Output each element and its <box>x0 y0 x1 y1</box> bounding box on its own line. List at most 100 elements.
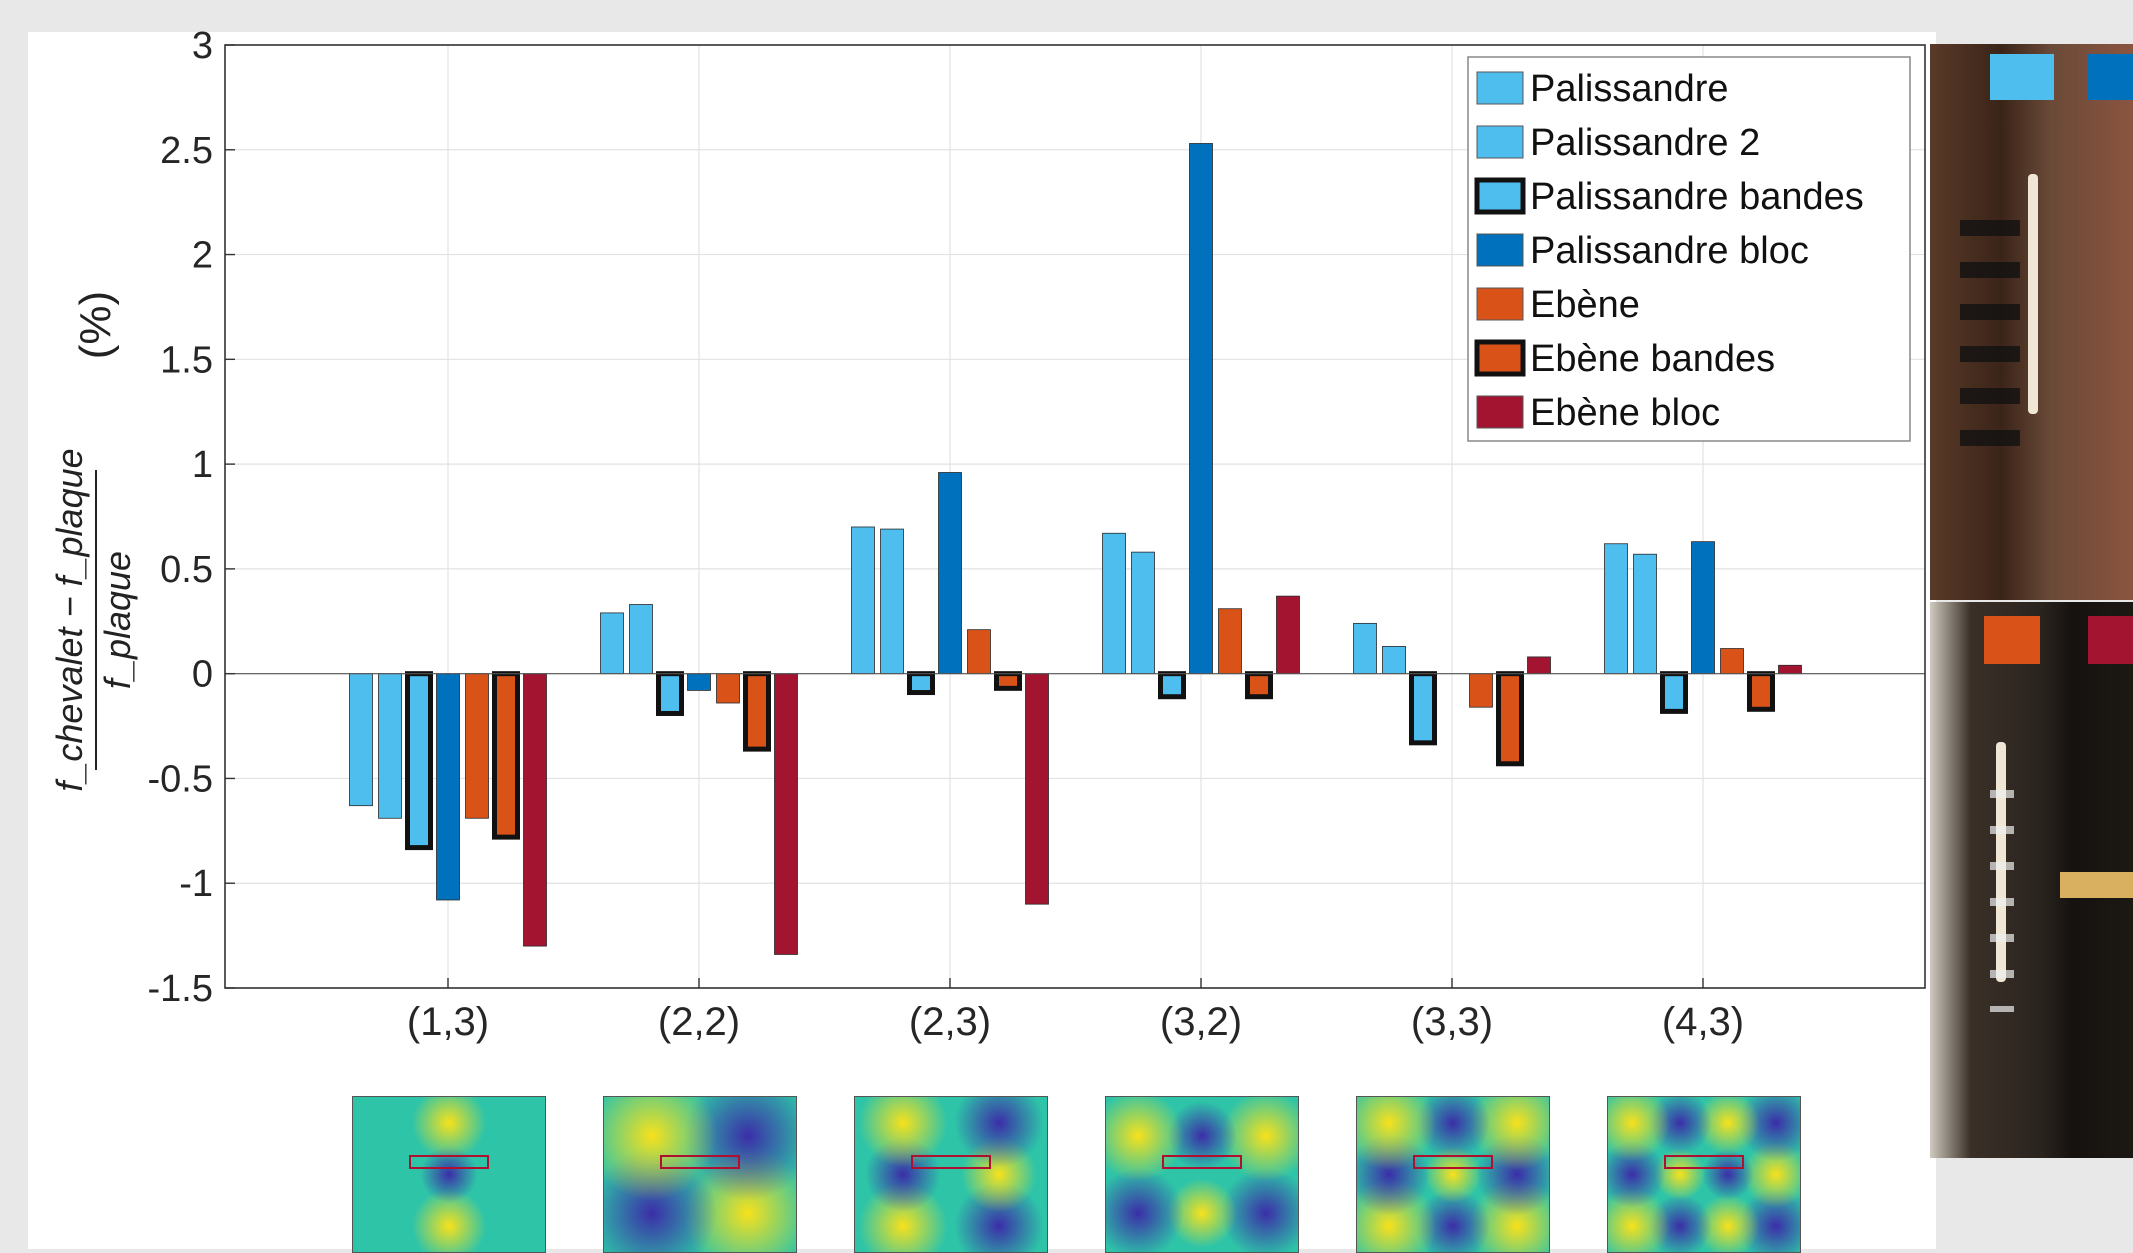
bar-palissandre-5 <box>1604 543 1628 675</box>
bar-eb-ne-bandes-4 <box>1496 671 1524 767</box>
legend-swatch <box>1476 233 1524 267</box>
y-axis-label: f_chevalet − f_plaque f_plaque (%) <box>49 291 138 792</box>
x-axis: (1,3) (2,2) (2,3) (3,2) (3,3) (4,3) <box>407 978 1744 1044</box>
bridge-saddle-top <box>2028 174 2038 414</box>
bar-palissandre-2-5 <box>1633 553 1657 675</box>
y-label-numerator: f_chevalet − f_plaque <box>49 448 90 791</box>
bar-palissandre-2-3 <box>1131 551 1155 675</box>
bar-eb-ne-bandes-5 <box>1747 671 1775 712</box>
bridge-photo-top <box>1930 44 2133 600</box>
bar-palissandre-bloc-0 <box>436 673 460 901</box>
y-label-unit: (%) <box>71 291 120 359</box>
bar-palissandre-2-0 <box>378 673 402 819</box>
bar-palissandre-bloc-3 <box>1189 143 1213 675</box>
x-tick-label: (3,2) <box>1160 1000 1242 1044</box>
mode-shape-4-3 <box>1607 1096 1801 1253</box>
mode-shape-3-2 <box>1105 1096 1299 1253</box>
bar-eb-ne-2 <box>967 629 991 675</box>
y-axis: -1.5 -1 -0.5 0 0.5 1 1.5 2 2.5 3 <box>148 25 235 1010</box>
bar-eb-ne-4 <box>1469 673 1493 708</box>
swatch-light-blue <box>1990 54 2054 100</box>
bar-eb-ne-bandes-1 <box>743 671 771 752</box>
swatch-dark-red <box>2088 616 2133 664</box>
bar-eb-ne-bloc-2 <box>1025 673 1049 905</box>
legend-label: Palissandre 2 <box>1530 122 1760 164</box>
legend-swatch <box>1476 125 1524 159</box>
bar-palissandre-1 <box>600 612 624 675</box>
pin-holes-bottom <box>1990 762 2014 1012</box>
bridge-outline <box>660 1155 740 1169</box>
plot-frame <box>224 44 1926 989</box>
bar-eb-ne-bloc-3 <box>1276 595 1300 675</box>
bar-eb-ne-bloc-4 <box>1527 656 1551 675</box>
y-tick-label: 0.5 <box>160 549 213 591</box>
bar-eb-ne-bloc-5 <box>1778 664 1802 675</box>
y-tick-label: 1.5 <box>160 339 213 381</box>
bar-palissandre-bloc-2 <box>938 472 962 675</box>
mode-shape-2-3 <box>854 1096 1048 1253</box>
bar-palissandre-2 <box>851 526 875 675</box>
legend-label: Ebène <box>1530 284 1640 326</box>
legend-swatch <box>1474 177 1526 215</box>
bar-eb-ne-bandes-2 <box>994 671 1022 691</box>
x-tick-label: (1,3) <box>407 1000 489 1044</box>
bar-palissandre-bandes-4 <box>1409 671 1437 746</box>
y-tick-label: 1 <box>192 444 213 486</box>
legend-swatch <box>1476 287 1524 321</box>
x-tick-label: (3,3) <box>1411 1000 1493 1044</box>
legend-swatch <box>1476 71 1524 105</box>
inlay-stripe <box>2060 872 2133 898</box>
bridge-photo-bottom <box>1930 602 2133 1158</box>
y-tick-label: 2 <box>192 235 213 277</box>
bar-palissandre-0 <box>349 673 373 807</box>
bar-palissandre-2-1 <box>629 604 653 675</box>
y-tick-label: -0.5 <box>148 758 213 800</box>
bar-palissandre-bandes-2 <box>907 671 935 696</box>
swatch-dark-blue <box>2088 54 2133 100</box>
bar-eb-ne-bandes-0 <box>492 671 520 840</box>
bar-eb-ne-0 <box>465 673 489 819</box>
legend-label: Palissandre bandes <box>1530 176 1864 218</box>
bridge-outline <box>409 1155 489 1169</box>
x-tick-label: (2,2) <box>658 1000 740 1044</box>
legend-label: Palissandre <box>1530 68 1729 110</box>
pin-holes-top <box>1960 194 2020 454</box>
bar-palissandre-bloc-5 <box>1691 541 1715 675</box>
y-tick-label: -1 <box>179 863 213 905</box>
legend-swatch <box>1476 395 1524 429</box>
bar-palissandre-bandes-3 <box>1158 671 1186 700</box>
mode-shape-2-2 <box>603 1096 797 1253</box>
bridge-outline <box>1664 1155 1744 1169</box>
y-tick-label: 3 <box>192 25 213 67</box>
x-tick-label: (2,3) <box>909 1000 991 1044</box>
bars <box>349 143 1802 955</box>
bar-eb-ne-bloc-0 <box>523 673 547 947</box>
y-label-denominator: f_plaque <box>97 551 138 689</box>
bridge-outline <box>1413 1155 1493 1169</box>
legend-label: Palissandre bloc <box>1530 230 1809 272</box>
bar-palissandre-2-4 <box>1382 646 1406 675</box>
bar-palissandre-bandes-1 <box>656 671 684 716</box>
legend-label: Ebène bandes <box>1530 338 1775 380</box>
legend: Palissandre Palissandre 2 Palissandre band… <box>1467 56 1911 442</box>
y-tick-label: 0 <box>192 654 213 696</box>
swatch-orange <box>1984 616 2040 664</box>
bar-palissandre-bandes-0 <box>405 671 433 851</box>
mode-shape-3-3 <box>1356 1096 1550 1253</box>
bar-eb-ne-bloc-1 <box>774 673 798 955</box>
bar-palissandre-bloc-1 <box>687 673 711 691</box>
bar-palissandre-2-2 <box>880 528 904 675</box>
bar-palissandre-3 <box>1102 532 1126 675</box>
bar-eb-ne-1 <box>716 673 740 704</box>
y-tick-label: 2.5 <box>160 130 213 172</box>
y-tick-label: -1.5 <box>148 968 213 1010</box>
legend-swatch <box>1474 339 1526 377</box>
legend-box <box>1467 56 1911 442</box>
x-tick-label: (4,3) <box>1662 1000 1744 1044</box>
bar-palissandre-4 <box>1353 622 1377 675</box>
bar-eb-ne-bandes-3 <box>1245 671 1273 700</box>
bar-eb-ne-3 <box>1218 608 1242 675</box>
mode-shape-1-3 <box>352 1096 546 1253</box>
